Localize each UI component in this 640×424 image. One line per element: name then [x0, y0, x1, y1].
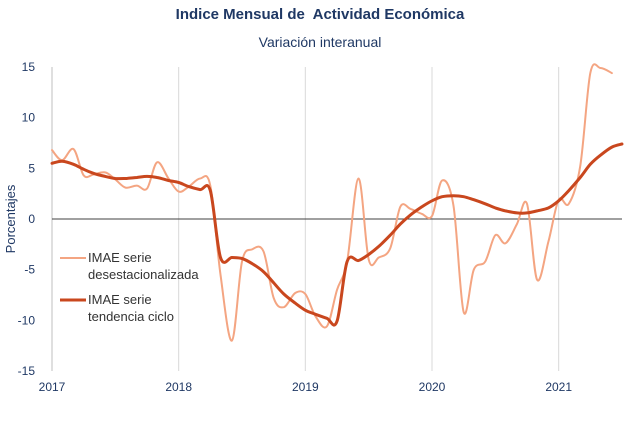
x-tick-label: 2021 — [545, 380, 572, 394]
series-line-2 — [50, 142, 624, 327]
y-axis-ticks: 15 10 5 0 -5 -10 -15 — [18, 60, 36, 378]
y-tick-label: 0 — [28, 212, 35, 226]
chart-subtitle: Variación interanual — [258, 34, 382, 50]
x-axis-ticks: 2017 2018 2019 2020 2021 — [39, 380, 573, 394]
legend-label-2: tendencia ciclo — [88, 309, 174, 324]
y-tick-label: -5 — [24, 263, 35, 277]
legend-label-1: IMAE serie — [88, 250, 152, 265]
chart-title: Indice Mensual de Actividad Económica — [175, 6, 465, 23]
x-tick-label: 2017 — [39, 380, 66, 394]
y-tick-label: -15 — [18, 364, 36, 378]
legend-label-1: desestacionalizada — [88, 267, 199, 282]
y-tick-label: 10 — [22, 111, 36, 125]
legend: IMAE serie desestacionalizada IMAE serie te… — [60, 250, 199, 324]
x-tick-label: 2019 — [292, 380, 319, 394]
x-tick-label: 2020 — [419, 380, 446, 394]
y-tick-label: 15 — [22, 60, 36, 74]
y-tick-label: -10 — [18, 313, 36, 327]
y-tick-label: 5 — [28, 161, 35, 175]
y-axis-label: Porcentajes — [3, 184, 18, 253]
x-tick-label: 2018 — [165, 380, 192, 394]
legend-label-2: IMAE serie — [88, 292, 152, 307]
series-line-1 — [51, 63, 613, 342]
series-group — [50, 63, 624, 342]
